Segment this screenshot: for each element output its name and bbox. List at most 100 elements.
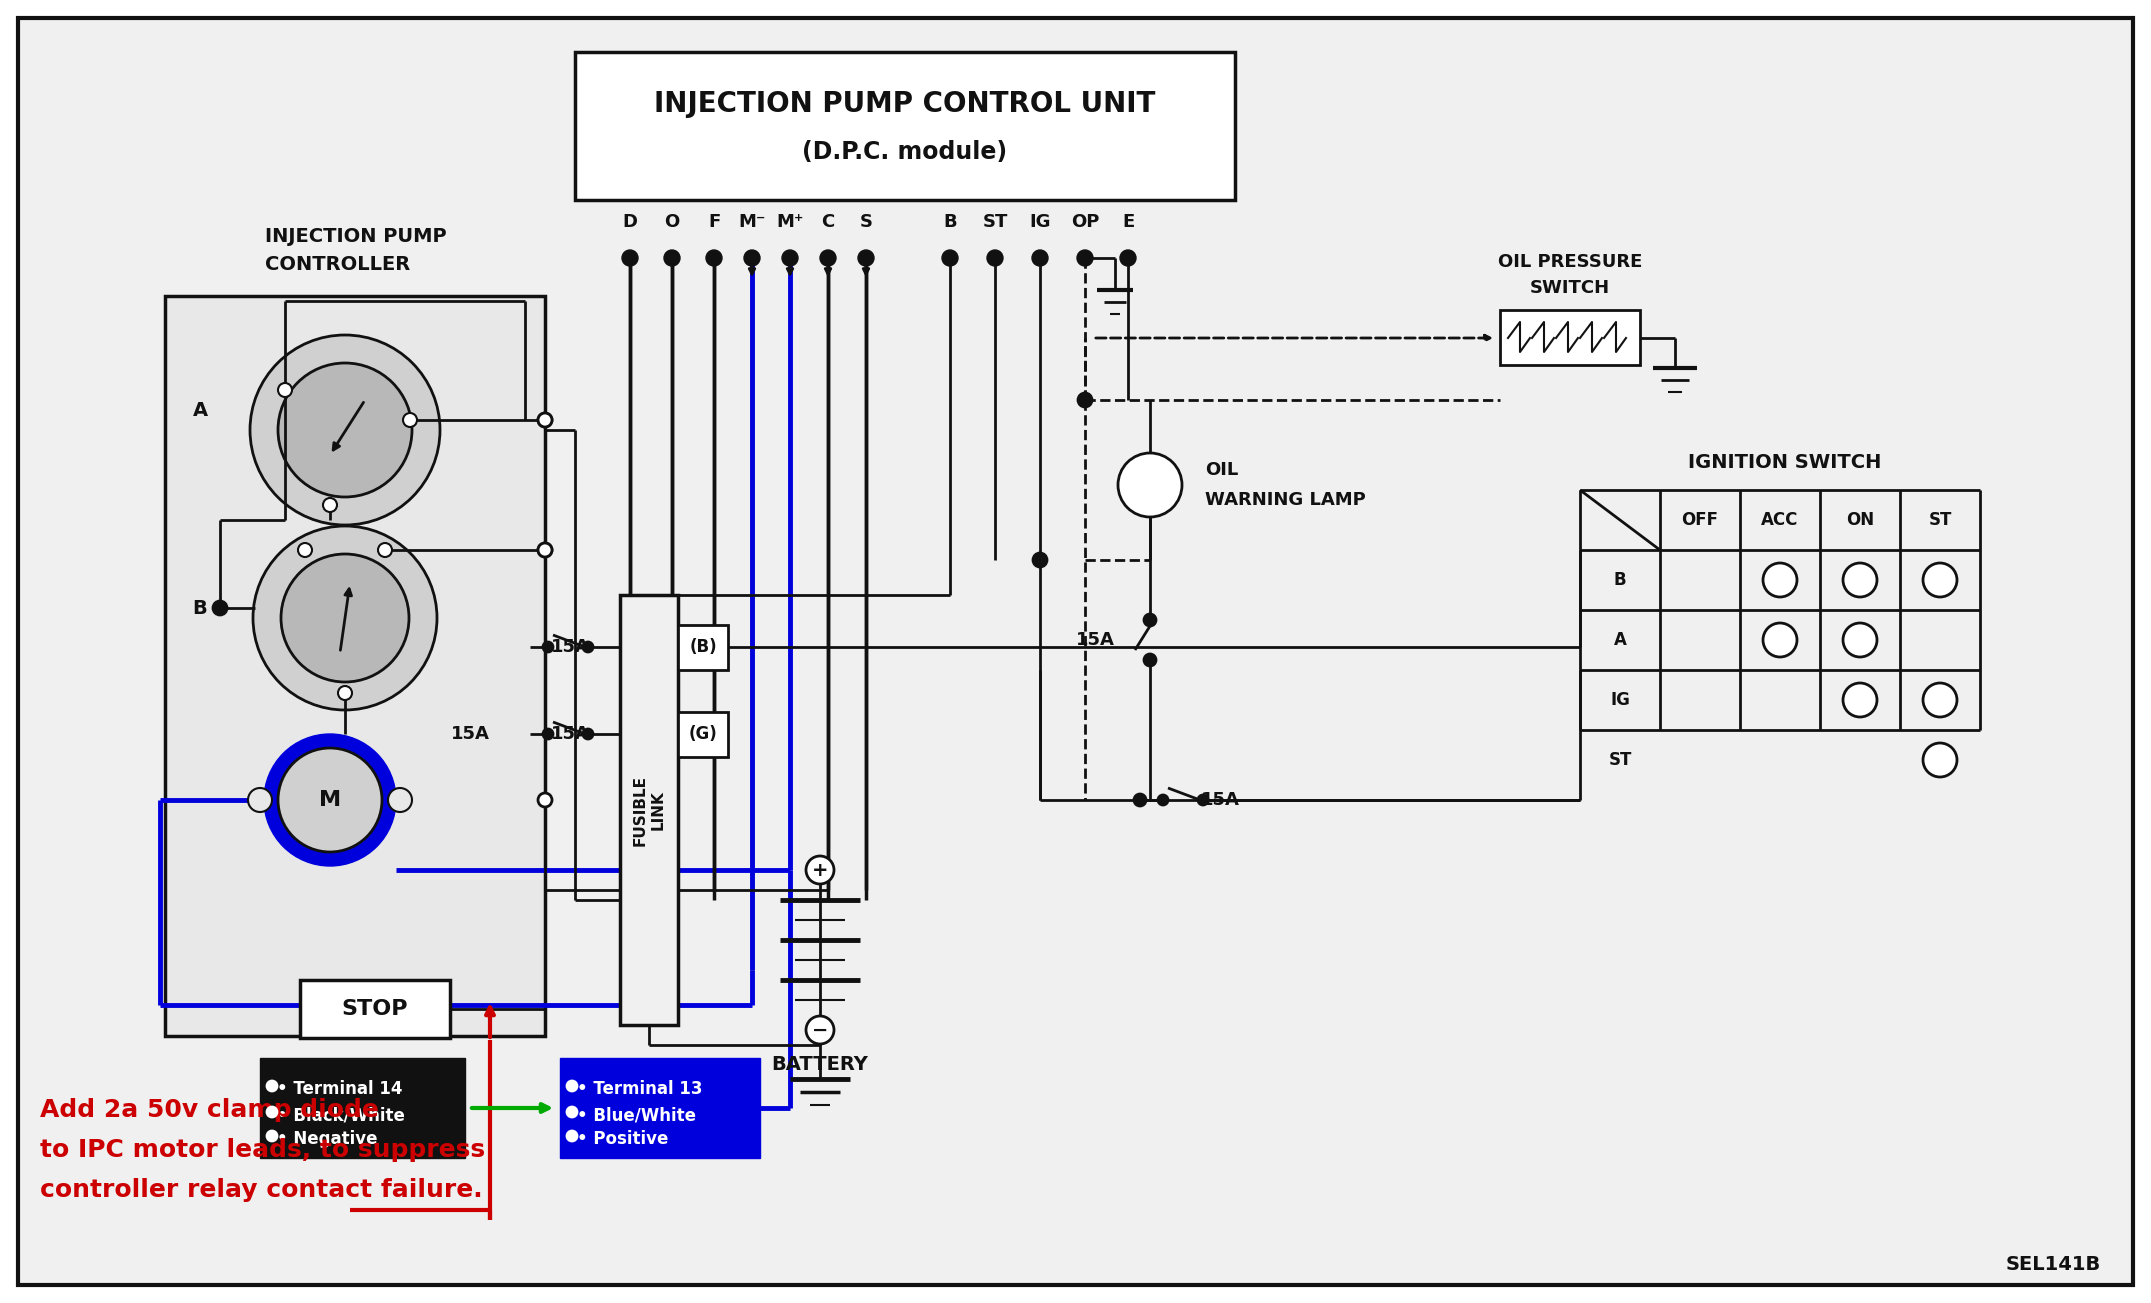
Text: M⁻: M⁻ <box>738 212 766 231</box>
Bar <box>1499 310 1639 365</box>
Circle shape <box>1198 795 1209 805</box>
Circle shape <box>665 250 680 266</box>
Circle shape <box>1121 250 1136 266</box>
Circle shape <box>542 642 553 652</box>
Bar <box>678 711 727 757</box>
Text: 15A: 15A <box>551 724 589 743</box>
Circle shape <box>1144 614 1155 625</box>
Text: O: O <box>665 212 680 231</box>
Text: controller relay contact failure.: controller relay contact failure. <box>41 1178 482 1201</box>
Circle shape <box>1078 394 1093 407</box>
Text: 15A: 15A <box>1200 791 1239 809</box>
Circle shape <box>1764 623 1796 657</box>
Circle shape <box>402 413 417 427</box>
Text: E: E <box>1123 212 1134 231</box>
Circle shape <box>542 728 553 739</box>
Bar <box>166 296 544 1036</box>
Circle shape <box>254 526 437 710</box>
Bar <box>299 980 450 1038</box>
Circle shape <box>583 642 594 652</box>
Circle shape <box>1923 743 1957 777</box>
Text: OP: OP <box>1071 212 1099 231</box>
Text: +: + <box>811 860 828 880</box>
Text: A: A <box>191 400 206 420</box>
Circle shape <box>807 1016 835 1044</box>
Text: OIL PRESSURE: OIL PRESSURE <box>1497 253 1641 271</box>
Text: B: B <box>1613 571 1626 589</box>
Circle shape <box>1144 654 1155 666</box>
Circle shape <box>387 788 413 812</box>
Text: SWITCH: SWITCH <box>1529 279 1611 297</box>
Circle shape <box>323 498 338 512</box>
Text: ST: ST <box>1609 751 1633 769</box>
Text: • Terminal 13: • Terminal 13 <box>576 1080 703 1098</box>
Text: IG: IG <box>1611 691 1630 709</box>
Circle shape <box>744 250 759 266</box>
Circle shape <box>213 601 228 615</box>
Circle shape <box>538 543 553 556</box>
Circle shape <box>250 335 441 525</box>
Circle shape <box>277 364 413 496</box>
Text: WARNING LAMP: WARNING LAMP <box>1205 491 1366 509</box>
Circle shape <box>622 250 639 266</box>
Circle shape <box>267 1108 277 1117</box>
Text: B: B <box>942 212 957 231</box>
Circle shape <box>783 250 798 266</box>
Circle shape <box>538 413 553 427</box>
Text: • Negative: • Negative <box>277 1130 376 1148</box>
Circle shape <box>942 250 957 266</box>
Text: Add 2a 50v clamp diode: Add 2a 50v clamp diode <box>41 1098 379 1122</box>
Text: (B): (B) <box>688 638 716 655</box>
Text: M⁺: M⁺ <box>777 212 804 231</box>
Bar <box>260 1058 465 1158</box>
Text: C: C <box>822 212 835 231</box>
Text: 15A: 15A <box>452 724 490 743</box>
Text: FUSIBLE
LINK: FUSIBLE LINK <box>632 774 665 846</box>
Text: to IPC motor leads, to suppress: to IPC motor leads, to suppress <box>41 1138 486 1162</box>
Circle shape <box>820 250 837 266</box>
Text: IGNITION SWITCH: IGNITION SWITCH <box>1689 452 1882 472</box>
Text: IG: IG <box>1028 212 1050 231</box>
Circle shape <box>1134 794 1146 807</box>
Circle shape <box>538 543 553 556</box>
Text: S: S <box>860 212 873 231</box>
Text: STOP: STOP <box>342 999 409 1019</box>
Text: 15A: 15A <box>551 638 589 655</box>
Text: • Blue/White: • Blue/White <box>576 1106 697 1124</box>
Circle shape <box>282 554 409 681</box>
Text: INJECTION PUMP CONTROL UNIT: INJECTION PUMP CONTROL UNIT <box>654 90 1155 119</box>
Circle shape <box>277 748 383 852</box>
Circle shape <box>299 543 312 556</box>
Text: −: − <box>811 1020 828 1040</box>
Circle shape <box>1032 552 1048 567</box>
Text: CONTROLLER: CONTROLLER <box>265 254 411 274</box>
Circle shape <box>1032 250 1048 266</box>
Circle shape <box>1119 453 1183 517</box>
Bar <box>559 1058 759 1158</box>
Text: • Black/White: • Black/White <box>277 1106 404 1124</box>
Circle shape <box>379 543 391 556</box>
Circle shape <box>277 383 293 397</box>
Text: D: D <box>622 212 637 231</box>
Text: F: F <box>708 212 721 231</box>
Circle shape <box>338 685 353 700</box>
Circle shape <box>265 734 396 866</box>
Circle shape <box>267 1131 277 1141</box>
Text: B: B <box>194 598 206 618</box>
Text: INJECTION PUMP: INJECTION PUMP <box>265 227 447 245</box>
Circle shape <box>568 1081 576 1091</box>
Circle shape <box>1843 683 1878 717</box>
Circle shape <box>1078 250 1093 266</box>
Circle shape <box>1843 563 1878 597</box>
Text: OIL: OIL <box>1205 461 1239 480</box>
Circle shape <box>538 794 553 807</box>
Circle shape <box>1157 795 1168 805</box>
Bar <box>574 52 1235 199</box>
Text: A: A <box>1613 631 1626 649</box>
Text: ST: ST <box>983 212 1007 231</box>
Circle shape <box>987 250 1002 266</box>
Circle shape <box>1843 623 1878 657</box>
Circle shape <box>583 728 594 739</box>
Text: (D.P.C. module): (D.P.C. module) <box>802 139 1007 164</box>
Circle shape <box>267 1081 277 1091</box>
